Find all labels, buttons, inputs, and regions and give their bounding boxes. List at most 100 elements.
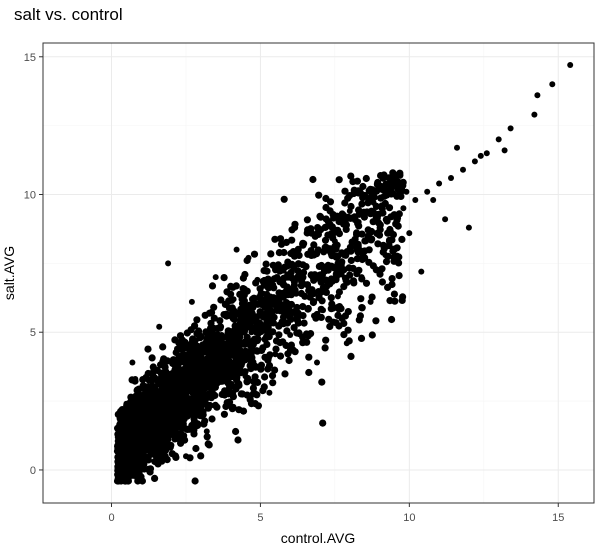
data-point [254,276,261,283]
data-point [247,365,255,373]
data-point [358,274,365,281]
data-point [368,331,376,339]
data-point [534,92,541,99]
data-point [190,406,198,414]
data-point [442,216,449,223]
data-point [376,224,383,231]
data-point [260,312,268,320]
data-point [335,267,343,275]
data-point [251,373,259,381]
data-point [338,212,346,220]
data-point [393,214,402,222]
data-point [356,247,365,255]
data-point [388,280,396,289]
data-point [120,414,127,421]
data-point [158,426,166,434]
data-point [397,181,405,189]
data-point [153,425,160,432]
axis-ticks: 0 5 10 15 0 5 10 15 [24,52,565,524]
data-point [308,229,316,237]
data-point [310,272,318,280]
data-point [179,411,187,419]
data-point [386,297,394,305]
data-point [302,263,310,271]
data-point [146,465,155,473]
x-axis-title: control.AVG [281,530,355,544]
data-point [330,214,338,222]
data-point [183,399,191,407]
data-point [351,235,359,243]
data-point [185,387,192,394]
data-point [403,188,410,195]
data-point [142,373,150,382]
data-point [293,290,300,297]
data-point [186,343,194,351]
data-point [270,294,278,302]
data-point [169,378,178,386]
data-point [344,326,352,334]
data-point [317,213,325,221]
data-point [183,364,191,372]
data-point [265,331,273,339]
data-point [362,174,370,183]
data-point [328,263,335,270]
panel-border [42,42,595,504]
data-point [158,395,166,403]
data-point [257,365,265,373]
data-point [323,282,331,290]
data-point [293,315,301,323]
data-point [266,389,273,396]
data-point [357,334,366,342]
data-point [227,282,235,290]
data-point [281,301,288,308]
data-point [140,453,148,461]
y-tick-label: 15 [24,52,36,64]
data-point [178,387,186,395]
data-point [188,298,195,305]
data-point [144,433,151,440]
data-point [317,278,325,286]
data-point [251,400,259,408]
data-point [132,376,139,382]
data-point [285,285,293,293]
data-point [501,147,508,154]
data-point [173,413,181,421]
data-point [287,332,294,338]
data-point [335,230,343,238]
data-point [208,415,216,423]
data-point [269,281,277,289]
data-point [235,381,243,389]
data-point [321,243,329,251]
data-point [249,358,257,366]
data-point [265,361,274,370]
data-point [281,370,289,378]
data-point [285,356,293,365]
data-point [355,219,362,225]
data-point [129,447,137,455]
data-point [202,328,210,336]
data-point [507,125,514,132]
data-point [236,309,244,317]
data-point [531,111,538,118]
data-point [271,235,279,243]
data-point [190,417,198,425]
data-point [243,378,251,386]
data-point [317,226,325,234]
data-point [160,386,169,394]
data-point [123,400,130,407]
data-point [567,62,574,68]
data-point [340,283,348,291]
data-point [207,319,215,327]
data-point [178,345,186,353]
data-point [309,298,317,307]
data-point [251,389,259,398]
data-point [343,340,350,347]
data-point [166,443,174,451]
data-point [301,292,309,300]
data-point [374,240,382,248]
data-point [448,175,454,181]
data-point [288,260,296,268]
data-point [268,372,277,380]
data-point [388,213,395,220]
data-point [280,195,288,203]
